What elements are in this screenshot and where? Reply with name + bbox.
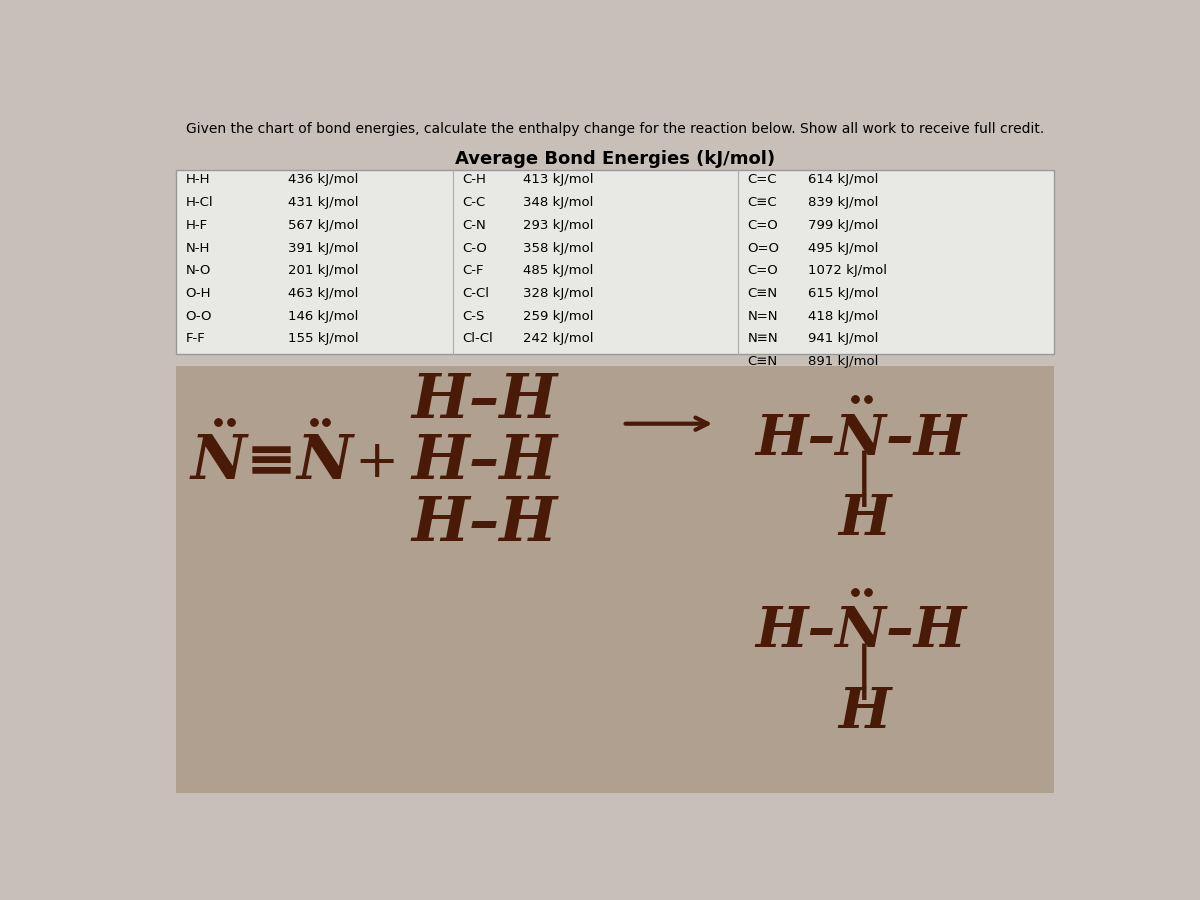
Text: C-F: C-F	[462, 265, 484, 277]
Text: 242 kJ/mol: 242 kJ/mol	[523, 332, 593, 346]
Text: 615 kJ/mol: 615 kJ/mol	[808, 287, 878, 300]
Text: H: H	[839, 492, 890, 547]
Text: N≡N: N≡N	[191, 432, 354, 492]
Text: H–N–H: H–N–H	[756, 604, 967, 659]
Text: O-O: O-O	[185, 310, 212, 323]
Text: 436 kJ/mol: 436 kJ/mol	[288, 174, 358, 186]
Text: 431 kJ/mol: 431 kJ/mol	[288, 196, 359, 209]
Text: 485 kJ/mol: 485 kJ/mol	[523, 265, 593, 277]
Text: H-F: H-F	[185, 219, 208, 232]
Text: |: |	[856, 644, 874, 700]
Text: Given the chart of bond energies, calculate the enthalpy change for the reaction: Given the chart of bond energies, calcul…	[186, 122, 1044, 136]
Text: C≡N: C≡N	[748, 356, 778, 368]
Text: 293 kJ/mol: 293 kJ/mol	[523, 219, 593, 232]
Text: 391 kJ/mol: 391 kJ/mol	[288, 241, 359, 255]
Text: 328 kJ/mol: 328 kJ/mol	[523, 287, 593, 300]
Text: C=O: C=O	[748, 265, 778, 277]
Text: 201 kJ/mol: 201 kJ/mol	[288, 265, 359, 277]
Text: C-S: C-S	[462, 310, 485, 323]
Text: N=N: N=N	[748, 310, 778, 323]
Text: 418 kJ/mol: 418 kJ/mol	[808, 310, 878, 323]
Text: 614 kJ/mol: 614 kJ/mol	[808, 174, 878, 186]
Text: H: H	[839, 685, 890, 740]
Text: C=C: C=C	[748, 174, 776, 186]
FancyBboxPatch shape	[176, 169, 1054, 355]
Text: 358 kJ/mol: 358 kJ/mol	[523, 241, 593, 255]
Text: 463 kJ/mol: 463 kJ/mol	[288, 287, 358, 300]
Text: C≡N: C≡N	[748, 287, 778, 300]
Text: 155 kJ/mol: 155 kJ/mol	[288, 332, 359, 346]
Text: C-O: C-O	[462, 241, 487, 255]
Text: C=O: C=O	[748, 219, 778, 232]
Text: 259 kJ/mol: 259 kJ/mol	[523, 310, 593, 323]
Text: H–H: H–H	[412, 432, 557, 492]
Text: H–H: H–H	[412, 371, 557, 430]
Text: +: +	[354, 436, 398, 488]
Text: F-F: F-F	[185, 332, 205, 346]
Text: 941 kJ/mol: 941 kJ/mol	[808, 332, 878, 346]
Text: H–H: H–H	[412, 494, 557, 554]
Text: C-N: C-N	[462, 219, 486, 232]
Text: N-O: N-O	[185, 265, 211, 277]
Text: 891 kJ/mol: 891 kJ/mol	[808, 356, 878, 368]
Text: 413 kJ/mol: 413 kJ/mol	[523, 174, 593, 186]
Text: C≡C: C≡C	[748, 196, 778, 209]
Text: O-H: O-H	[185, 287, 211, 300]
Text: 567 kJ/mol: 567 kJ/mol	[288, 219, 359, 232]
Text: O=O: O=O	[748, 241, 780, 255]
Text: N-H: N-H	[185, 241, 210, 255]
Text: 799 kJ/mol: 799 kJ/mol	[808, 219, 878, 232]
Text: 839 kJ/mol: 839 kJ/mol	[808, 196, 878, 209]
Text: 146 kJ/mol: 146 kJ/mol	[288, 310, 358, 323]
Text: H–N–H: H–N–H	[756, 411, 967, 466]
Text: 348 kJ/mol: 348 kJ/mol	[523, 196, 593, 209]
Text: |: |	[856, 451, 874, 508]
Text: 1072 kJ/mol: 1072 kJ/mol	[808, 265, 887, 277]
Text: H-H: H-H	[185, 174, 210, 186]
Text: C-H: C-H	[462, 174, 486, 186]
Text: C-Cl: C-Cl	[462, 287, 490, 300]
Text: Average Bond Energies (kJ/mol): Average Bond Energies (kJ/mol)	[455, 150, 775, 168]
Text: 495 kJ/mol: 495 kJ/mol	[808, 241, 878, 255]
Text: H-Cl: H-Cl	[185, 196, 212, 209]
Text: N≡N: N≡N	[748, 332, 778, 346]
Text: Cl-Cl: Cl-Cl	[462, 332, 493, 346]
FancyBboxPatch shape	[176, 366, 1054, 793]
Text: C-C: C-C	[462, 196, 486, 209]
